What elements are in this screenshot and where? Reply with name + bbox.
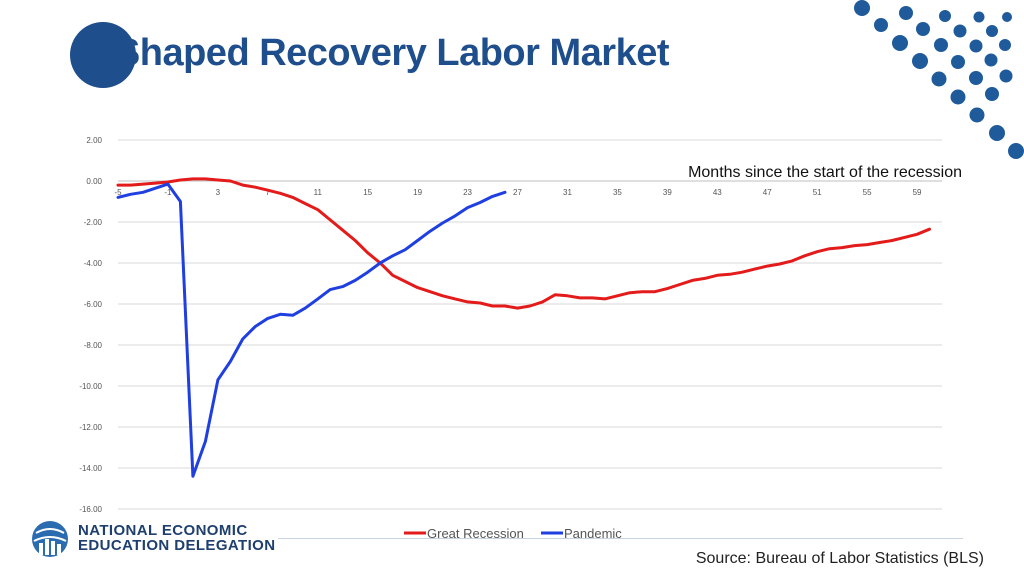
title-circle-accent	[70, 22, 136, 88]
decor-dot	[916, 22, 930, 36]
x-tick-label: 51	[813, 188, 822, 197]
series-line-pandemic	[116, 182, 507, 478]
x-tick-label: 27	[513, 188, 522, 197]
y-tick-label: -12.00	[79, 423, 102, 432]
decor-dot	[899, 6, 913, 20]
footer-divider	[278, 538, 963, 539]
series-line-great-recession	[116, 177, 931, 310]
y-tick-label: -10.00	[79, 382, 102, 391]
decor-dot	[953, 24, 967, 38]
y-tick-label: 2.00	[86, 136, 102, 145]
x-tick-label: 47	[763, 188, 772, 197]
logo-text: NATIONAL ECONOMIC EDUCATION DELEGATION	[78, 523, 275, 553]
y-tick-label: -8.00	[84, 341, 103, 350]
y-tick-label: 0.00	[86, 177, 102, 186]
x-tick-label: 19	[413, 188, 422, 197]
decor-dot	[1002, 12, 1012, 22]
y-tick-label: -16.00	[79, 505, 102, 514]
x-tick-label: 43	[713, 188, 722, 197]
decor-dot	[874, 18, 888, 32]
logo-line-1: NATIONAL ECONOMIC	[78, 522, 248, 539]
page-title: V-Shaped Recovery Labor Market	[80, 32, 670, 74]
decor-dot	[934, 38, 948, 52]
legend-label: Great Recession	[427, 526, 524, 541]
x-tick-label: 35	[613, 188, 622, 197]
decor-dot	[986, 25, 998, 37]
y-tick-label: -4.00	[84, 259, 103, 268]
x-tick-label: 59	[913, 188, 922, 197]
y-tick-label: -14.00	[79, 464, 102, 473]
decor-dot	[969, 107, 985, 123]
x-tick-label: 7	[266, 188, 271, 197]
legend-label: Pandemic	[564, 526, 622, 541]
source-note: Source: Bureau of Labor Statistics (BLS)	[695, 550, 984, 567]
x-tick-label: -1	[164, 188, 172, 197]
decor-dot	[999, 69, 1013, 83]
x-tick-label: 31	[563, 188, 572, 197]
y-tick-label: -6.00	[84, 300, 103, 309]
decorative-dot-pattern	[854, 0, 1024, 159]
decor-dot	[854, 0, 870, 16]
x-tick-label: 15	[363, 188, 372, 197]
logo: NATIONAL ECONOMIC EDUCATION DELEGATION	[30, 517, 275, 561]
y-tick-label: -2.00	[84, 218, 103, 227]
decor-dot	[892, 35, 908, 51]
decor-dot	[939, 10, 951, 22]
decor-dot	[931, 71, 947, 87]
decor-dot	[999, 39, 1011, 51]
decor-dot	[950, 89, 966, 105]
decor-dot	[951, 55, 965, 69]
decor-dot	[969, 71, 983, 85]
x-tick-label: -5	[114, 188, 122, 197]
decor-dot	[1008, 143, 1024, 159]
decor-dot	[989, 125, 1005, 141]
x-tick-label: 39	[663, 188, 672, 197]
logo-line-2: EDUCATION DELEGATION	[78, 537, 276, 554]
decor-dot	[985, 87, 999, 101]
x-tick-label: 55	[863, 188, 872, 197]
decor-dot	[984, 53, 998, 67]
decor-dot	[912, 53, 928, 69]
x-tick-label: 23	[463, 188, 472, 197]
x-axis-title: Months since the start of the recession	[688, 164, 962, 181]
decor-dot	[973, 11, 985, 23]
x-tick-label: 3	[216, 188, 221, 197]
globe-logo-icon	[32, 521, 68, 557]
x-tick-label: 11	[314, 188, 323, 197]
decor-dot	[969, 39, 983, 53]
